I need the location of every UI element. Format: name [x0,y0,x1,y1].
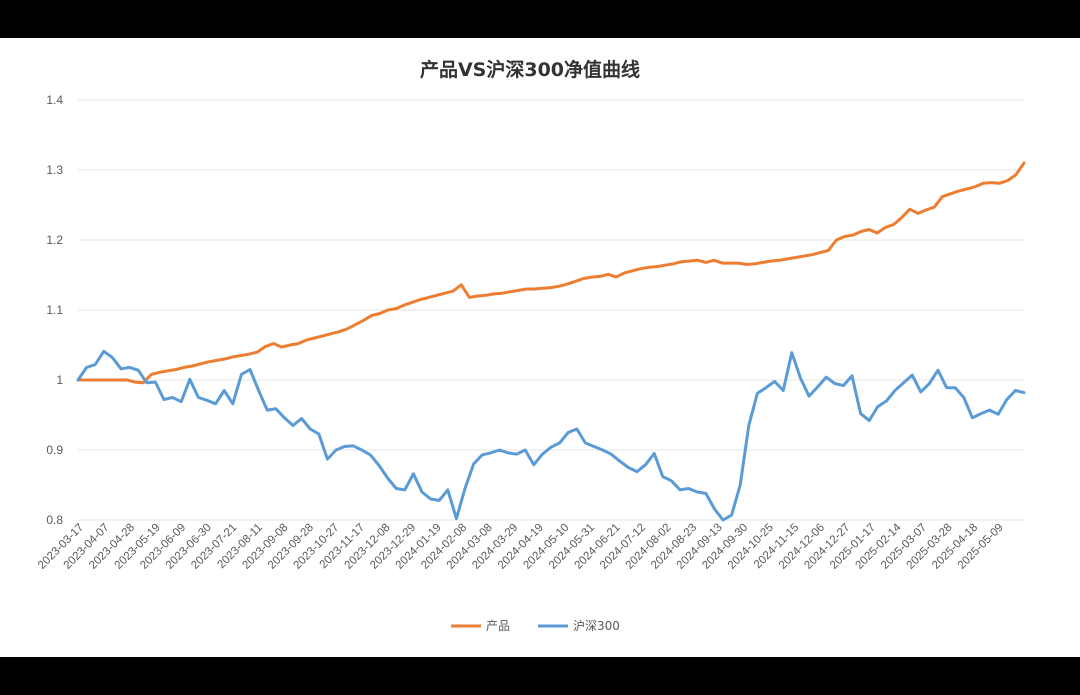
y-tick-label: 1 [56,373,63,387]
y-tick-label: 1.2 [46,233,63,247]
series-lines [76,161,1026,522]
y-tick-label: 1.1 [46,303,63,317]
y-tick-label: 0.8 [46,513,63,527]
gridlines [78,99,1024,521]
legend: 产品 沪深300 [451,619,620,633]
legend-label-product: 产品 [486,619,510,633]
chart: 产品VS沪深300净值曲线 0.8 0.9 1 1.1 1.2 1.3 1.4 2023-0… [36,58,1026,633]
series-line-product [76,161,1026,385]
x-axis-ticks: 2023-03-172023-04-072023-04-282023-05-19… [36,521,1006,572]
series-line-hs300 [76,349,1026,522]
legend-label-hs300: 沪深300 [573,619,620,633]
chart-frame: 产品VS沪深300净值曲线 0.8 0.9 1 1.1 1.2 1.3 1.4 2023-0… [0,38,1080,657]
y-tick-label: 1.4 [46,93,63,107]
chart-title: 产品VS沪深300净值曲线 [420,58,640,81]
y-tick-label: 1.3 [46,163,63,177]
y-tick-label: 0.9 [46,443,63,457]
y-axis-ticks: 0.8 0.9 1 1.1 1.2 1.3 1.4 [46,93,63,527]
